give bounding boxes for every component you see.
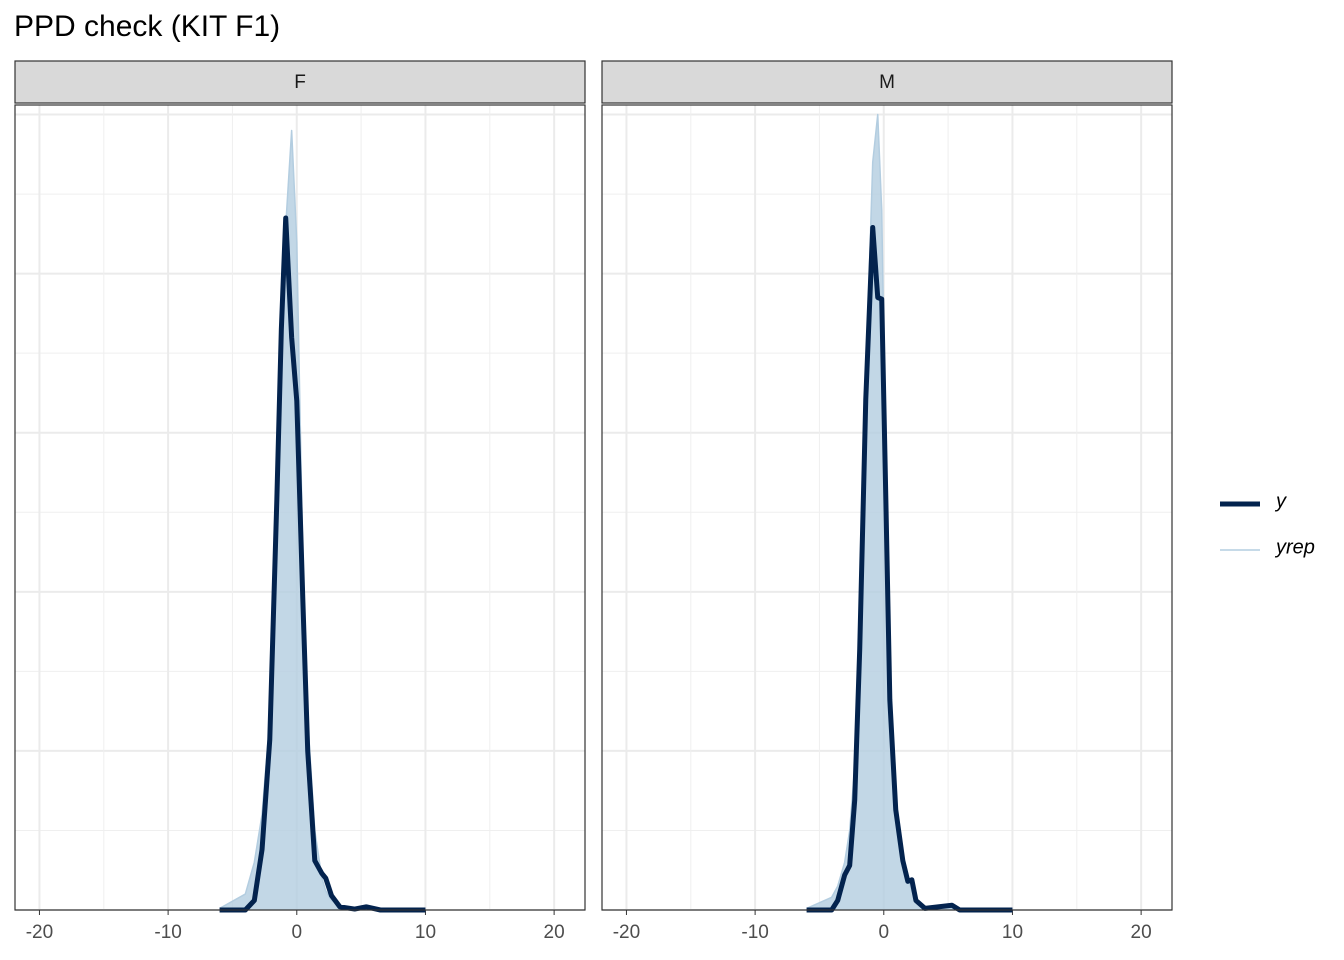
- strip: [14, 60, 586, 104]
- x-tick-label: 20: [1131, 922, 1152, 943]
- x-tick-label: -10: [154, 922, 181, 943]
- y-line: [219, 215, 426, 913]
- strip-label: M: [879, 72, 895, 93]
- y-line: [806, 225, 1013, 913]
- x-tick-label: -10: [741, 922, 768, 943]
- legend-label: yrep: [1274, 536, 1315, 558]
- x-tick-label: 20: [544, 922, 565, 943]
- x-tick-label: -20: [613, 922, 640, 943]
- strip: [601, 60, 1173, 104]
- x-tick-label: 0: [291, 922, 302, 943]
- x-tick-label: 10: [1002, 922, 1023, 943]
- x-tick-label: -20: [26, 922, 53, 943]
- x-tick-label: 10: [415, 922, 436, 943]
- strip-label: F: [294, 72, 306, 93]
- panel-border: [601, 104, 1173, 911]
- legend-label: y: [1274, 490, 1287, 512]
- x-tick-label: 0: [878, 922, 889, 943]
- chart-title: PPD check (KIT F1): [14, 10, 280, 43]
- panel-border: [14, 104, 586, 911]
